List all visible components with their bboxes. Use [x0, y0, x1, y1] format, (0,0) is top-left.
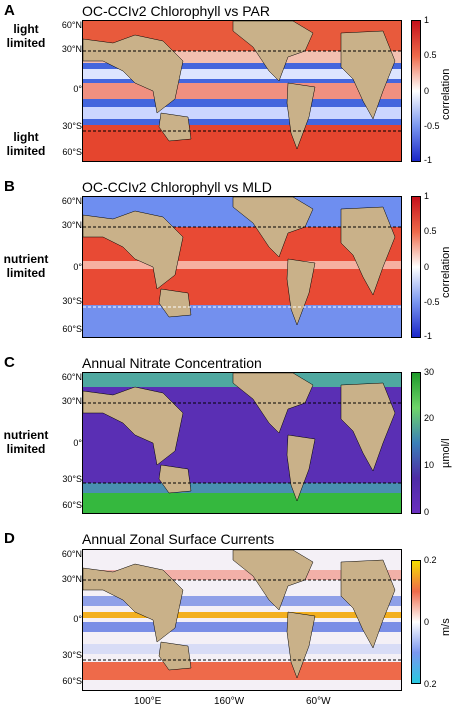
panel-c-title: Annual Nitrate Concentration	[82, 355, 262, 371]
panel-b-lat-60s: 60°S	[62, 324, 82, 334]
panel-d-tick: 0.2	[424, 555, 437, 565]
panel-c-colorbar	[411, 372, 421, 514]
panel-c-tick: 10	[424, 460, 435, 470]
panel-c-lat-30n: 30°N	[61, 396, 82, 406]
panel-d-lat-60s: 60°S	[62, 676, 82, 686]
panel-c-tick: 30	[424, 367, 435, 377]
panel-b-tick: -1	[424, 331, 433, 341]
panel-a-lat-60n: 60°N	[61, 20, 82, 30]
panel-a-tick: -1	[424, 155, 433, 165]
panel-a-lat-30n: 30°N	[61, 44, 82, 54]
panel-d-lat-30s: 30°S	[62, 650, 82, 660]
panel-a-light-limited-bottom: light limited	[6, 130, 46, 158]
panel-a-title: OC-CCIv2 Chlorophyll vs PAR	[82, 3, 271, 19]
panel-d-lat-60n: 60°N	[61, 549, 82, 559]
panel-a-lat-30s: 30°S	[62, 121, 82, 131]
panel-b-tick: 1	[424, 191, 430, 201]
panel-b-title: OC-CCIv2 Chlorophyll vs MLD	[82, 179, 272, 195]
panel-d-tick: 0	[424, 617, 430, 627]
panel-d-letter: D	[4, 530, 15, 547]
panel-d-tick: 0.2	[424, 679, 437, 689]
panel-c-lat-eq: 0°	[73, 438, 82, 448]
panel-a-map	[82, 20, 402, 162]
panel-b-lat-eq: 0°	[73, 262, 82, 272]
panel-c-nutrient-limited: nutrient limited	[3, 428, 49, 456]
panel-b-map	[82, 196, 402, 338]
panel-b-lat-30s: 30°S	[62, 296, 82, 306]
panel-a-light-limited-top: light limited	[6, 22, 46, 50]
panel-d-colorbar	[411, 560, 421, 684]
panel-b-colorbar	[411, 196, 421, 338]
panel-b-colorbar-label: correlation	[440, 246, 452, 298]
panel-b-tick: 0	[424, 262, 430, 272]
panel-a-colorbar	[411, 20, 421, 162]
panel-b-lat-30n: 30°N	[61, 220, 82, 230]
panel-b-tick: -0.5	[424, 297, 440, 307]
panel-d-lat-eq: 0°	[73, 614, 82, 624]
panel-c-map	[82, 372, 402, 514]
panel-b-lat-60n: 60°N	[61, 196, 82, 206]
panel-a-tick: 0.5	[424, 50, 437, 60]
panel-c-colorbar-label: µmol/l	[440, 438, 452, 468]
panel-b-letter: B	[4, 178, 15, 195]
panel-d-title: Annual Zonal Surface Currents	[82, 531, 275, 547]
panel-c-lat-60s: 60°S	[62, 500, 82, 510]
panel-d-colorbar-label: m/s	[440, 618, 452, 636]
panel-c-tick: 20	[424, 413, 435, 423]
panel-a-tick: 0	[424, 86, 430, 96]
panel-a-tick: 1	[424, 15, 430, 25]
panel-d-map	[82, 549, 402, 691]
panel-c-lat-60n: 60°N	[61, 372, 82, 382]
panel-c-tick: 0	[424, 507, 430, 517]
panel-d-lat-30n: 30°N	[61, 574, 82, 584]
panel-a-lat-60s: 60°S	[62, 147, 82, 157]
panel-c-letter: C	[4, 354, 15, 371]
panel-a-letter: A	[4, 2, 15, 19]
panel-a-tick: -0.5	[424, 121, 440, 131]
panel-b-tick: 0.5	[424, 226, 437, 236]
panel-b-nutrient-limited: nutrient limited	[3, 252, 49, 280]
lon-label-60w: 60°W	[306, 696, 331, 707]
panel-c-lat-30s: 30°S	[62, 474, 82, 484]
panel-a-colorbar-label: correlation	[440, 68, 452, 120]
lon-label-160w: 160°W	[214, 696, 245, 707]
panel-a-lat-eq: 0°	[73, 84, 82, 94]
lon-label-100e: 100°E	[134, 696, 162, 707]
